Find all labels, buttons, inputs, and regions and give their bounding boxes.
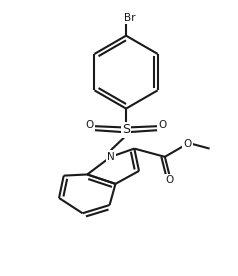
Text: Br: Br [124, 13, 135, 23]
Text: S: S [122, 123, 130, 136]
Text: O: O [85, 120, 94, 130]
Text: O: O [159, 120, 167, 130]
Text: N: N [107, 152, 115, 162]
Text: O: O [183, 139, 191, 149]
Text: O: O [165, 175, 174, 185]
